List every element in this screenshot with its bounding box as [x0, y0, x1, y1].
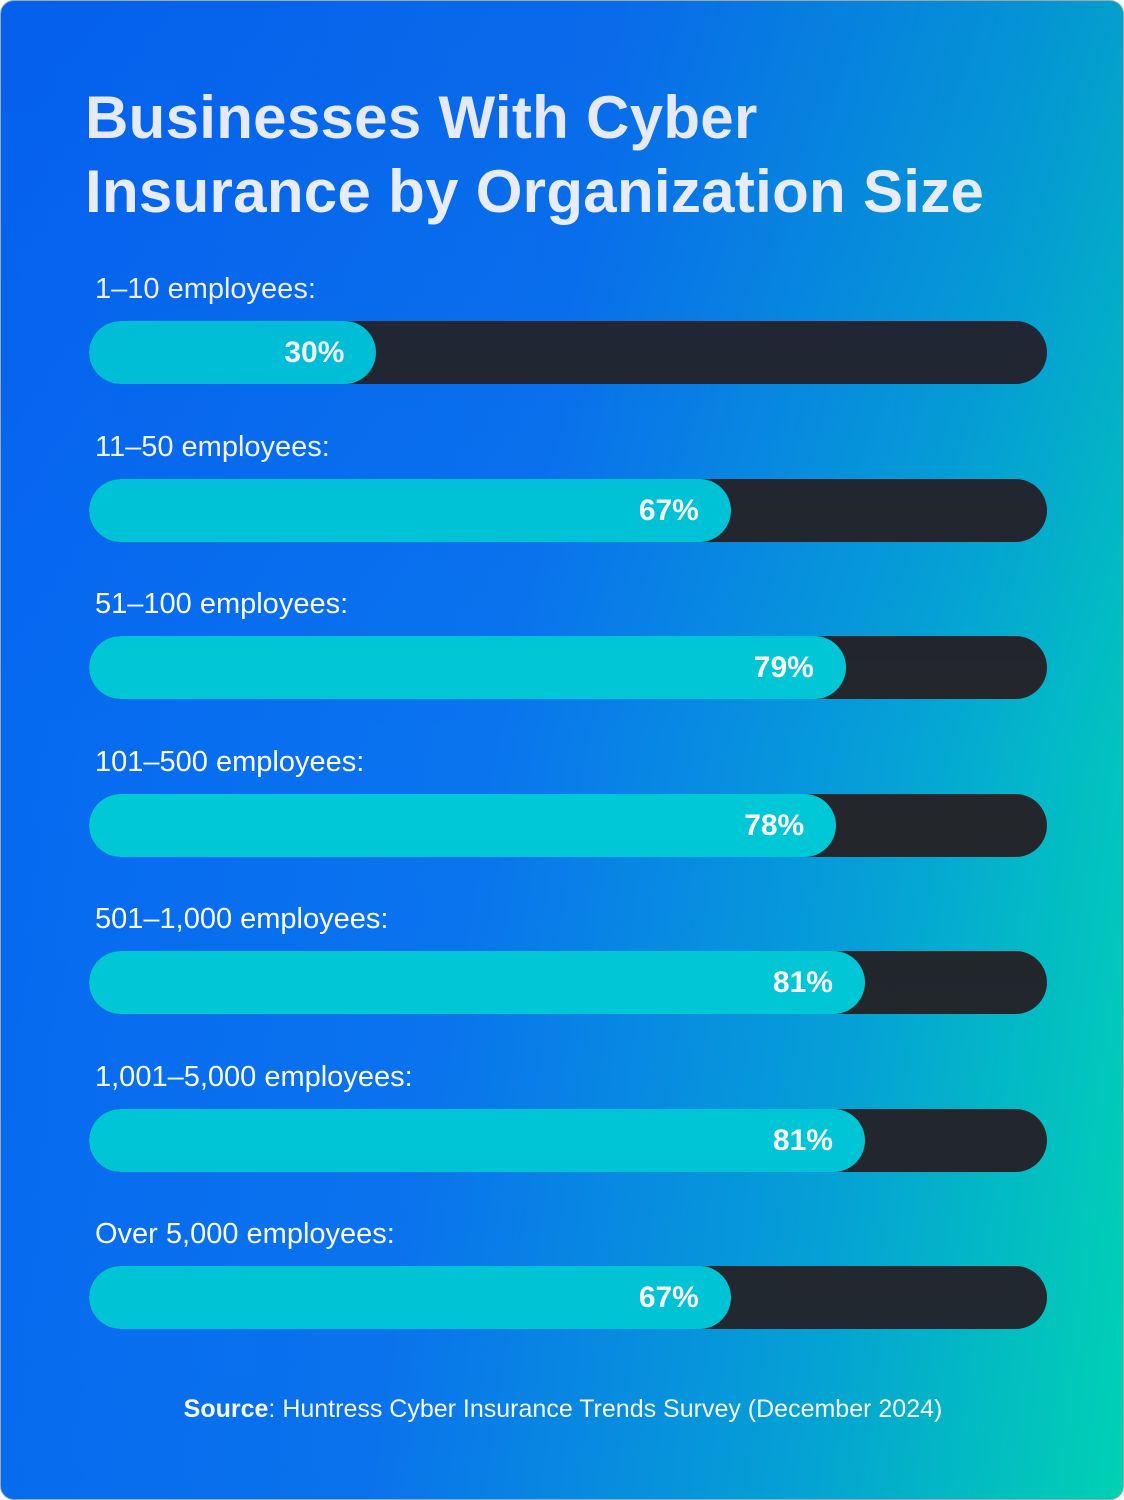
bar-fill: 67% — [89, 1266, 731, 1329]
bar-fill: 81% — [89, 951, 865, 1014]
bar-fill: 78% — [89, 793, 837, 857]
value-label: 67% — [638, 493, 699, 527]
bar-track: 81% — [89, 1108, 1047, 1172]
value-label: 78% — [744, 808, 805, 842]
category-label: 1–10 employees: — [95, 273, 316, 305]
category-label: 1,001–5,000 employees: — [95, 1060, 413, 1093]
bar-fill: 81% — [89, 1108, 865, 1172]
value-label: 67% — [638, 1281, 699, 1314]
category-label: 501–1,000 employees: — [95, 903, 389, 935]
category-label: 11–50 employees: — [95, 430, 330, 463]
value-label: 79% — [753, 651, 814, 684]
value-label: 81% — [772, 966, 833, 999]
title-line-2: Insurance by Organization Size — [85, 158, 985, 225]
bar-track: 67% — [89, 1266, 1047, 1329]
value-label: 81% — [772, 1123, 833, 1157]
title-line-1: Businesses With Cyber — [85, 84, 758, 151]
category-label: Over 5,000 employees: — [95, 1218, 395, 1250]
chart-title: Businesses With Cyber Insurance by Organ… — [85, 81, 984, 229]
value-label: 30% — [284, 336, 345, 369]
source-text: : Huntress Cyber Insurance Trends Survey… — [268, 1395, 943, 1423]
bar-track: 79% — [89, 636, 1047, 699]
source-label: Source — [183, 1395, 269, 1423]
bar-fill: 79% — [89, 636, 846, 699]
bar-track: 81% — [89, 951, 1047, 1014]
bar-fill: 30% — [89, 321, 377, 384]
bar-fill: 67% — [89, 478, 731, 542]
bar-track: 67% — [89, 478, 1047, 542]
category-label: 51–100 employees: — [95, 588, 349, 620]
source-note: Source: Huntress Cyber Insurance Trends … — [1, 1395, 1123, 1424]
bar-track: 78% — [89, 793, 1047, 857]
category-label: 101–500 employees: — [95, 745, 365, 778]
bar-track: 30% — [89, 321, 1047, 384]
